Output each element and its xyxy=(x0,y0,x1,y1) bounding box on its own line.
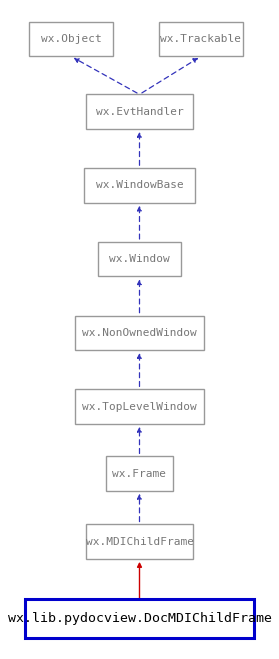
FancyBboxPatch shape xyxy=(86,525,193,559)
Text: wx.Trackable: wx.Trackable xyxy=(160,34,241,44)
FancyBboxPatch shape xyxy=(159,22,243,57)
Text: wx.EvtHandler: wx.EvtHandler xyxy=(96,107,183,117)
FancyBboxPatch shape xyxy=(98,242,181,276)
Text: wx.MDIChildFrame: wx.MDIChildFrame xyxy=(85,536,194,547)
Text: wx.Frame: wx.Frame xyxy=(112,469,167,478)
FancyBboxPatch shape xyxy=(29,22,113,57)
FancyBboxPatch shape xyxy=(75,389,204,424)
Text: wx.WindowBase: wx.WindowBase xyxy=(96,181,183,190)
FancyBboxPatch shape xyxy=(25,599,254,639)
FancyBboxPatch shape xyxy=(75,316,204,350)
FancyBboxPatch shape xyxy=(86,94,193,129)
Text: wx.NonOwnedWindow: wx.NonOwnedWindow xyxy=(82,328,197,338)
FancyBboxPatch shape xyxy=(84,168,195,203)
Text: wx.lib.pydocview.DocMDIChildFrame: wx.lib.pydocview.DocMDIChildFrame xyxy=(8,612,271,625)
Text: wx.Object: wx.Object xyxy=(41,34,102,44)
Text: wx.Window: wx.Window xyxy=(109,254,170,264)
Text: wx.TopLevelWindow: wx.TopLevelWindow xyxy=(82,401,197,412)
FancyBboxPatch shape xyxy=(106,456,173,491)
